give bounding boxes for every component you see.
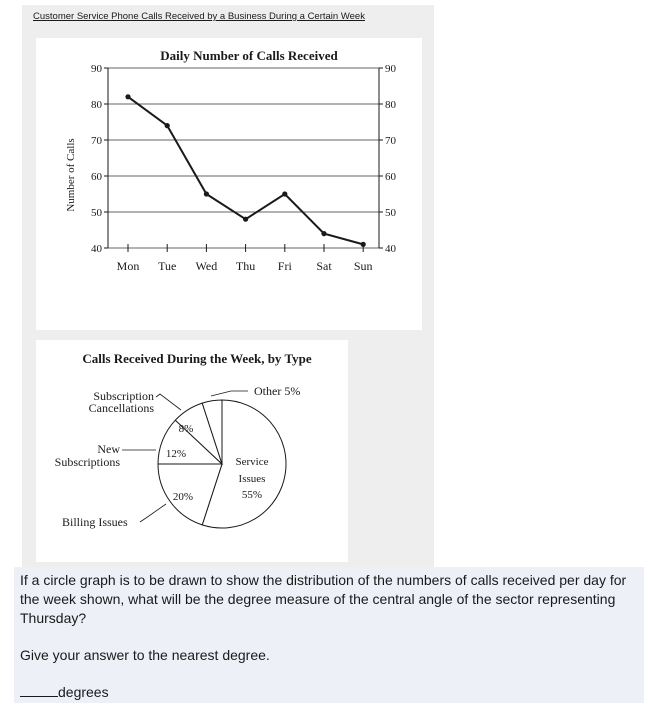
line-chart-title: Daily Number of Calls Received — [160, 48, 338, 63]
y-tick-label: 70 — [91, 135, 103, 147]
y-tick-labels: 40 40 50 50 60 60 70 70 80 80 90 90 — [91, 63, 397, 255]
x-tick-label: Wed — [196, 259, 218, 273]
data-point-fri — [282, 191, 288, 197]
line-chart-card: Daily Number of Calls Received Number of… — [36, 38, 422, 330]
pie-slice-other — [201, 399, 223, 465]
pie-slices — [157, 399, 287, 529]
callout-line-other — [210, 390, 248, 397]
answer-blank[interactable] — [20, 682, 58, 697]
gridlines — [108, 67, 379, 249]
x-tick-label: Mon — [117, 259, 140, 273]
pie-slice-billing-issues — [157, 463, 223, 526]
callout-subscription-2: Cancellations — [89, 401, 155, 415]
calls-series — [125, 94, 366, 247]
x-tick-label: Tue — [158, 259, 176, 273]
callout-billing: Billing Issues — [62, 515, 128, 529]
y-tick-label-right: 70 — [385, 135, 397, 147]
pie-chart-card: Calls Received During the Week, by Type … — [36, 340, 348, 562]
y-tick-label: 90 — [91, 63, 103, 75]
pie-chart-title: Calls Received During the Week, by Type — [82, 351, 312, 366]
slice-label-service-2: Issues — [239, 473, 266, 485]
data-point-mon — [125, 94, 131, 100]
y-tick-label: 60 — [91, 171, 103, 183]
pie-slice-service-issues — [201, 399, 287, 529]
answer-unit: degrees — [58, 684, 109, 700]
y-tick-label-right: 90 — [385, 63, 397, 75]
x-tick-label: Thu — [236, 259, 255, 273]
callout-new-1: New — [97, 442, 120, 456]
y-tick-label: 40 — [91, 243, 103, 255]
series-line — [127, 95, 364, 246]
y-tick-label: 50 — [91, 207, 103, 219]
y-tick-label: 80 — [91, 99, 103, 111]
callout-line-billing — [139, 503, 167, 523]
callout-line-subscription — [155, 393, 182, 411]
question-instruction: Give your answer to the nearest degree. — [20, 647, 270, 663]
slice-label-service-3: 55% — [242, 489, 262, 501]
callout-new-2: Subscriptions — [55, 455, 121, 469]
callout-other: Other 5% — [254, 384, 300, 398]
data-point-tue — [164, 123, 170, 129]
y-tick-label-right: 80 — [385, 99, 397, 111]
slice-label-billing: 20% — [173, 491, 193, 503]
question-box: If a circle graph is to be drawn to show… — [14, 567, 644, 703]
callout-subscription-1: Subscription — [93, 389, 154, 403]
axes — [104, 67, 383, 252]
y-axis-label: Number of Calls — [65, 138, 77, 211]
data-point-sun — [360, 241, 366, 247]
slice-label-cancellations: 8% — [179, 423, 194, 435]
line-chart: Daily Number of Calls Received Number of… — [65, 48, 397, 273]
data-point-sat — [321, 231, 327, 237]
page-title[interactable]: Customer Service Phone Calls Received by… — [33, 11, 365, 22]
data-point-wed — [203, 191, 209, 197]
slice-label-new: 12% — [166, 448, 186, 460]
slice-label-service-1: Service — [236, 456, 269, 468]
y-tick-label-right: 40 — [385, 243, 397, 255]
x-tick-label: Fri — [278, 259, 293, 273]
answer-row: degrees — [20, 682, 109, 702]
x-tick-label: Sat — [316, 259, 332, 273]
y-tick-label-right: 60 — [385, 171, 397, 183]
data-point-thu — [243, 216, 249, 222]
x-tick-label: Sun — [354, 259, 373, 273]
y-tick-label-right: 50 — [385, 207, 397, 219]
pie-chart: Calls Received During the Week, by Type … — [55, 351, 312, 529]
question-text: If a circle graph is to be drawn to show… — [20, 572, 627, 626]
x-tick-labels: Mon Tue Wed Thu Fri Sat Sun — [117, 259, 373, 273]
